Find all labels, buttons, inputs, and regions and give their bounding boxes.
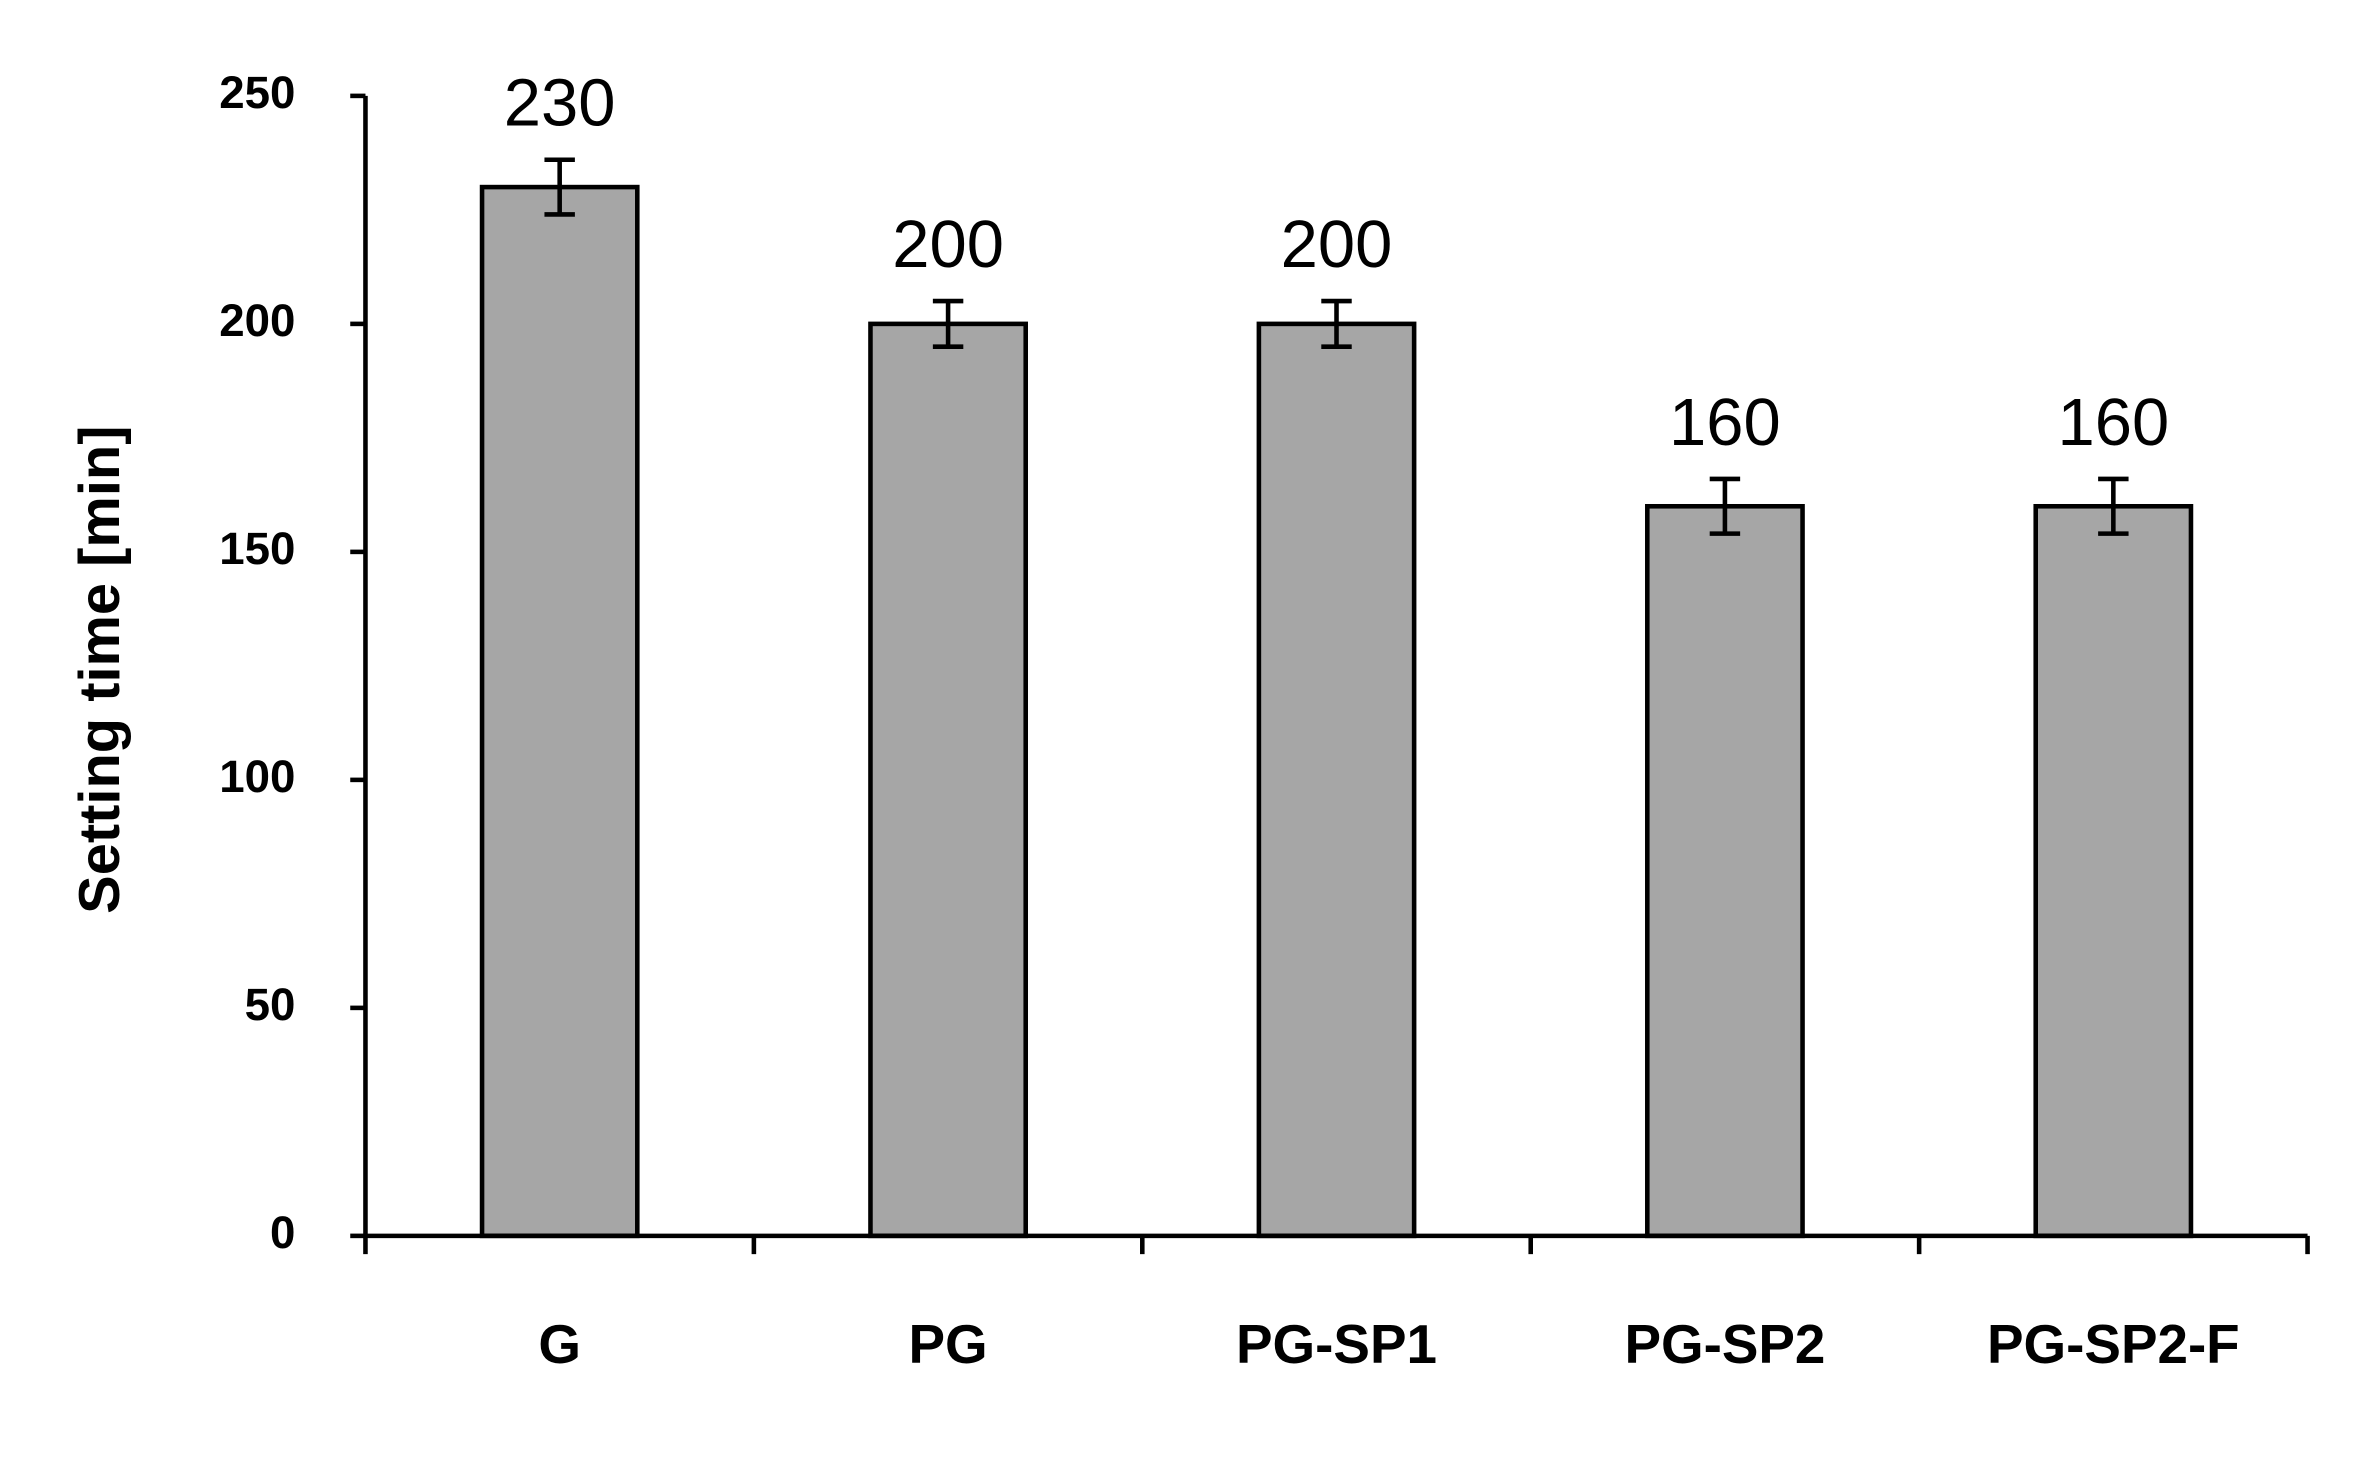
x-tick-label: G <box>538 1313 581 1375</box>
error-bar <box>1321 298 1352 349</box>
data-label: 160 <box>1669 385 1781 460</box>
data-label: 230 <box>504 66 616 141</box>
error-bar <box>2098 476 2129 536</box>
bar <box>868 321 1028 1239</box>
error-bar <box>1709 476 1741 536</box>
y-tick-label: 50 <box>245 979 296 1030</box>
error-bar <box>544 157 575 217</box>
y-tick-label: 200 <box>219 295 295 346</box>
x-tick-label: PG-SP2 <box>1624 1313 1825 1375</box>
data-label: 160 <box>2057 385 2169 460</box>
bar <box>1645 503 1805 1239</box>
y-tick-label: 0 <box>270 1207 295 1258</box>
data-label: 200 <box>1281 207 1393 282</box>
x-tick-label: PG <box>909 1313 988 1375</box>
data-label: 200 <box>892 207 1004 282</box>
x-tick-label: PG-SP1 <box>1236 1313 1437 1375</box>
error-bar <box>932 298 964 349</box>
y-tick-label: 150 <box>219 523 295 574</box>
bar <box>1256 321 1417 1239</box>
y-tick-label: 100 <box>219 751 295 802</box>
y-tick-label: 250 <box>219 67 295 118</box>
bar <box>2033 503 2194 1239</box>
x-tick-label: PG-SP2-F <box>1987 1313 2240 1375</box>
bar <box>479 184 640 1239</box>
y-axis-label: Setting time [min] <box>68 426 132 914</box>
